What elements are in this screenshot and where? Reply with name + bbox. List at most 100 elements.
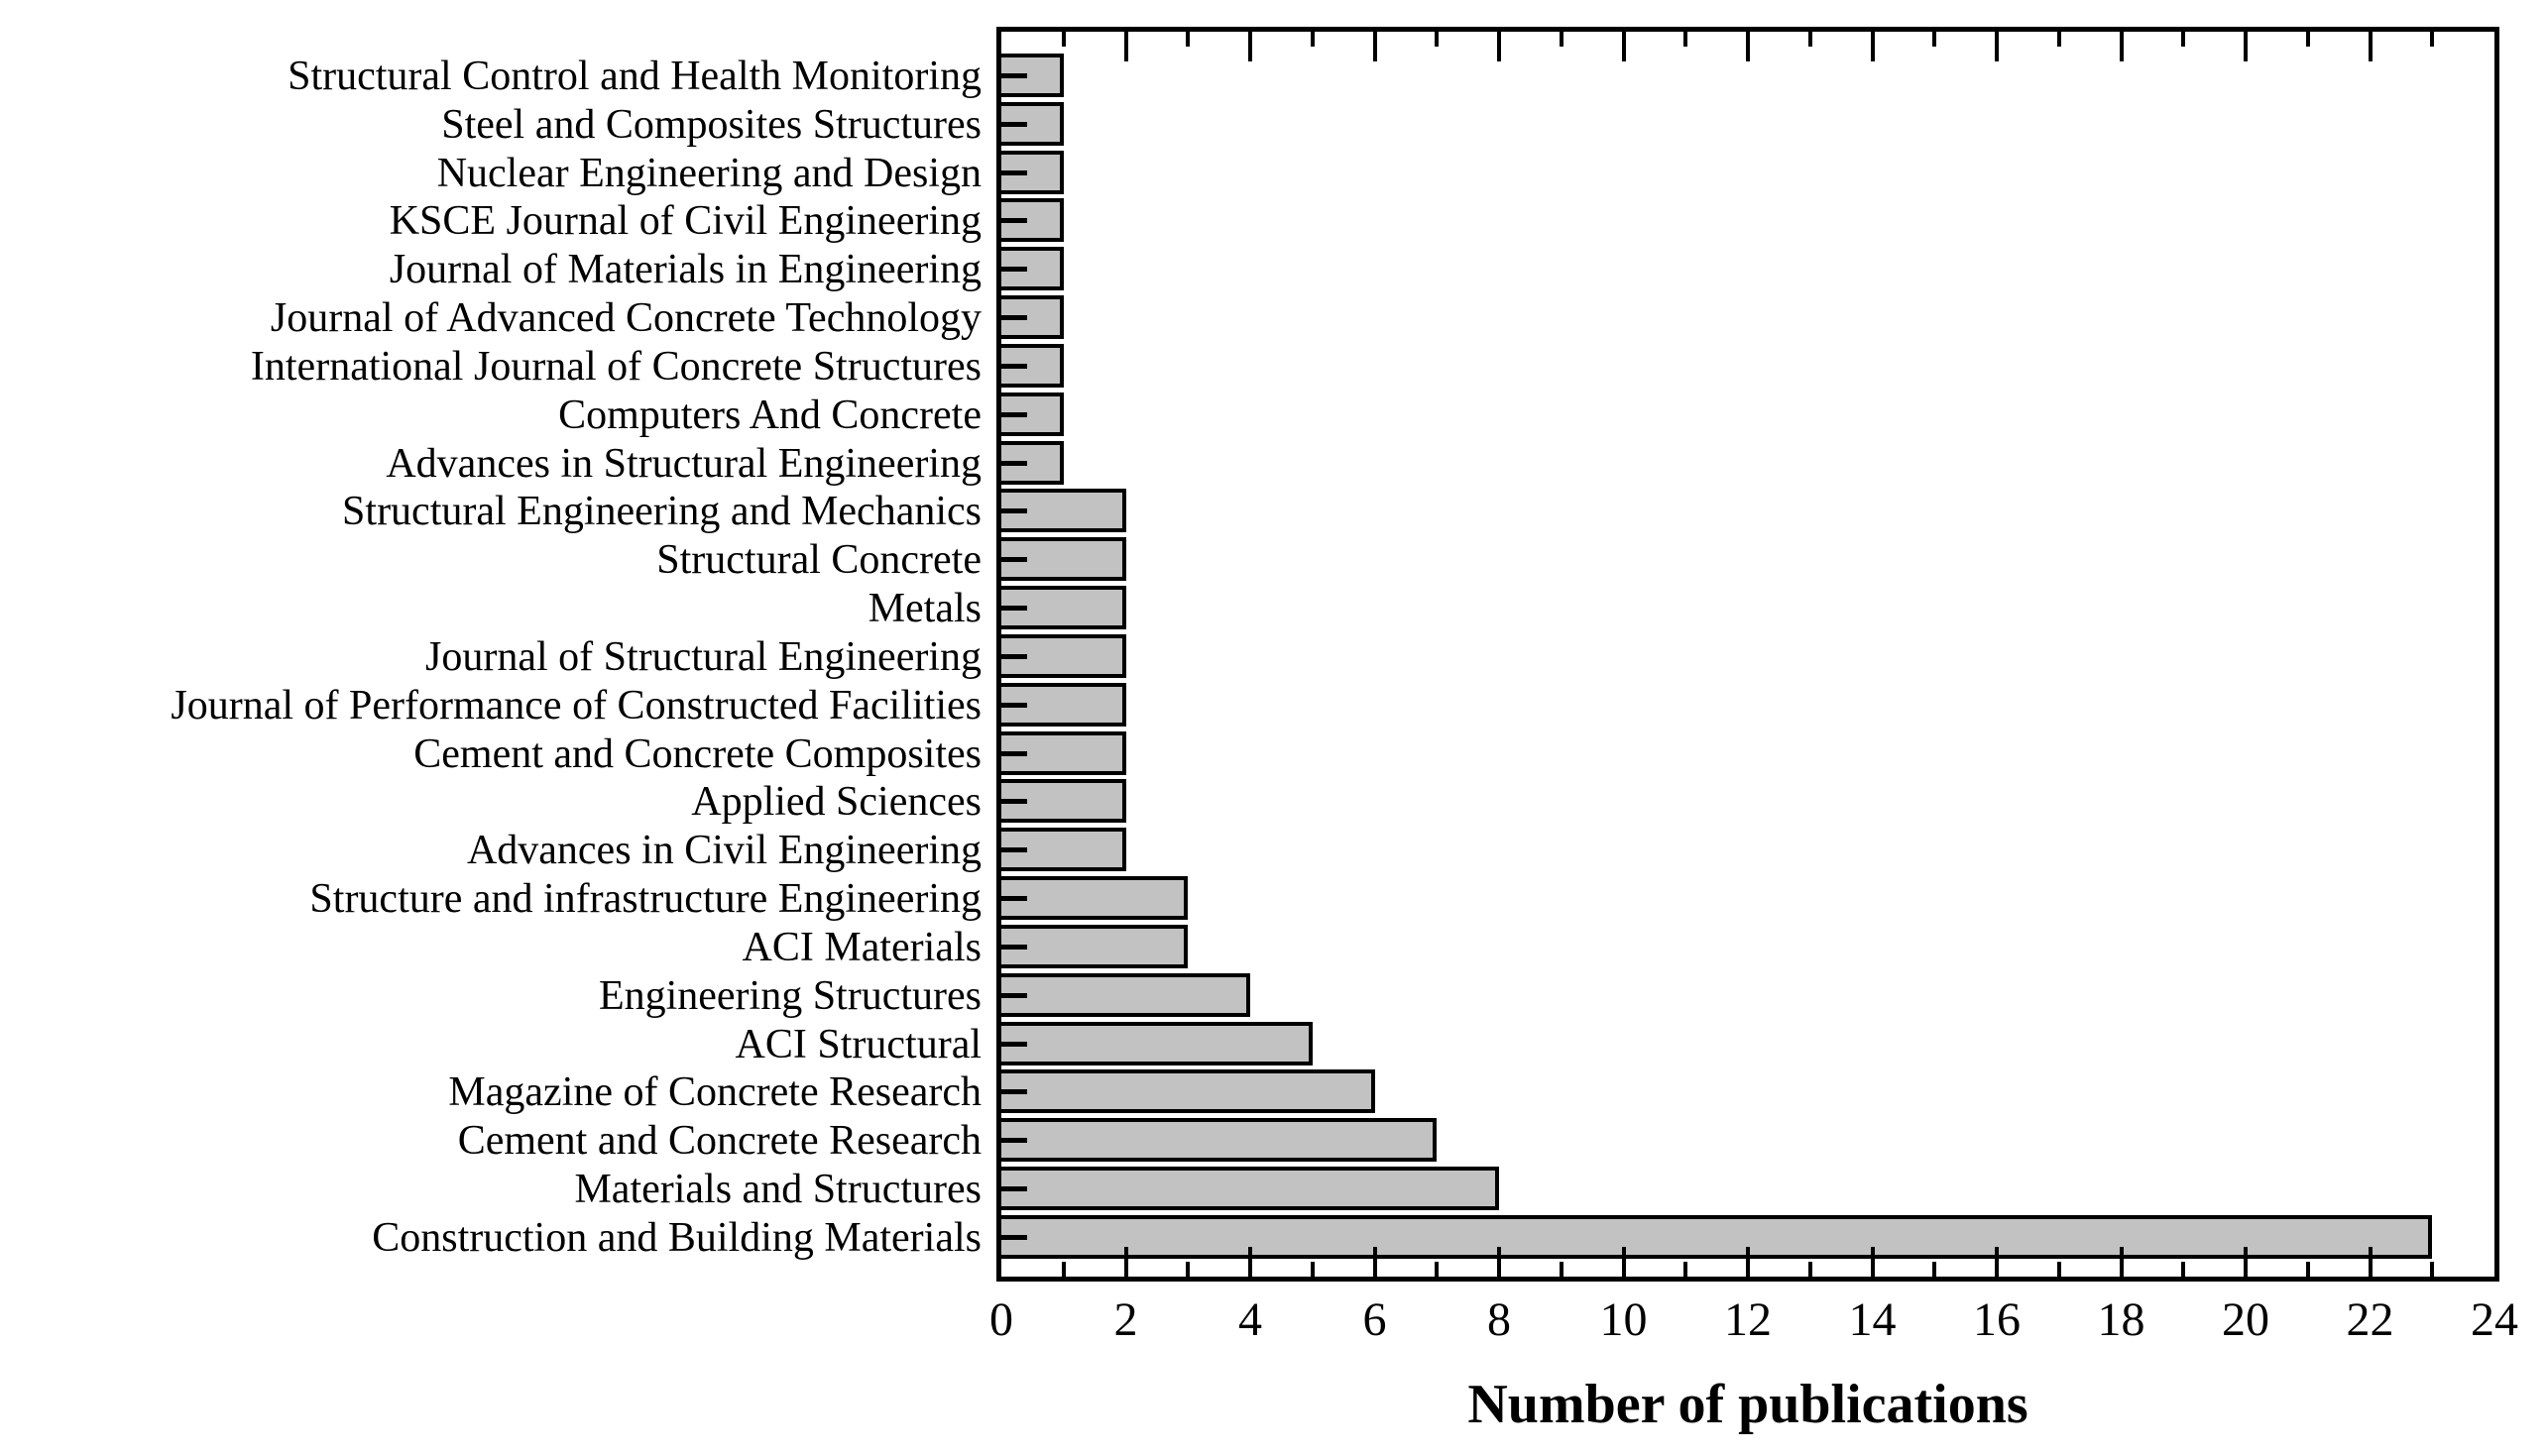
y-axis-tick <box>1001 411 1027 417</box>
y-axis-tick <box>1001 460 1027 466</box>
x-axis-tick-bottom <box>1870 1247 1875 1277</box>
y-axis-label: Magazine of Concrete Research <box>448 1069 982 1116</box>
x-tick-label: 24 <box>2471 1293 2518 1346</box>
y-axis-tick <box>1001 1186 1027 1192</box>
x-tick-label: 12 <box>1724 1293 1772 1346</box>
x-axis-tick-top <box>1061 32 1066 47</box>
x-axis-tick-top <box>2305 32 2310 47</box>
y-axis-tick <box>1001 944 1027 950</box>
bar-row <box>1001 1214 2494 1259</box>
y-axis-label: Journal of Advanced Concrete Technology <box>270 295 982 342</box>
bar-row <box>1001 876 2494 921</box>
x-tick-label: 20 <box>2222 1293 2269 1346</box>
y-axis-label: Structure and infrastructure Engineering <box>309 876 982 923</box>
y-axis-tick <box>1001 1234 1027 1240</box>
x-axis-tick-top <box>1746 32 1750 61</box>
x-axis-tick-top <box>1372 32 1377 61</box>
x-axis-tick-top <box>2181 32 2186 47</box>
y-axis-tick <box>1001 169 1027 175</box>
x-axis-tick-bottom <box>1559 1262 1563 1277</box>
x-axis-tick-top <box>1497 32 1501 61</box>
bar-row <box>1001 150 2494 194</box>
x-axis-tick-top <box>1932 32 1937 47</box>
x-axis-tick-bottom <box>1061 1262 1066 1277</box>
y-axis-tick <box>1001 896 1027 902</box>
bar-row <box>1001 779 2494 824</box>
y-axis-label: Nuclear Engineering and Design <box>436 150 982 196</box>
plot-area <box>996 27 2499 1282</box>
x-tick-label: 16 <box>1973 1293 2021 1346</box>
bar-row <box>1001 392 2494 436</box>
x-axis-tick-top <box>1248 32 1252 61</box>
y-axis-label: Journal of Structural Engineering <box>424 633 982 680</box>
bar <box>1001 972 1250 1017</box>
x-axis-tick-top <box>1310 32 1315 47</box>
y-axis-label: Metals <box>868 586 982 632</box>
bar-row <box>1001 633 2494 678</box>
x-axis-tick-bottom <box>1746 1247 1750 1277</box>
x-axis-tick-top <box>2119 32 2124 61</box>
y-axis-tick <box>1001 653 1027 659</box>
x-tick-label: 8 <box>1487 1293 1511 1346</box>
y-axis-label: Journal of Performance of Constructed Fa… <box>171 682 982 728</box>
bar <box>1001 1214 2433 1259</box>
y-axis-tick <box>1001 1041 1027 1047</box>
bar-row <box>1001 828 2494 872</box>
bar-row <box>1001 440 2494 485</box>
y-axis-tick <box>1001 73 1027 78</box>
y-axis-tick <box>1001 606 1027 612</box>
bar-row <box>1001 586 2494 630</box>
bar-row <box>1001 924 2494 968</box>
bar-row <box>1001 295 2494 340</box>
x-tick-label: 22 <box>2346 1293 2394 1346</box>
x-axis-tick-top <box>1683 32 1688 47</box>
y-axis-tick <box>1001 508 1027 514</box>
x-axis-tick-bottom <box>1995 1247 1999 1277</box>
x-tick-label: 18 <box>2097 1293 2145 1346</box>
y-axis-tick <box>1001 121 1027 127</box>
y-axis-label: Cement and Concrete Research <box>457 1118 982 1165</box>
bar-row <box>1001 1118 2494 1163</box>
y-axis-tick <box>1001 1138 1027 1144</box>
x-axis-tick-labels: 0 2 4 6 8 10 12 14 16 18 20 22 24 <box>989 1290 2518 1350</box>
x-axis-tick-bottom <box>1683 1262 1688 1277</box>
y-axis-label: Steel and Composites Structures <box>441 101 982 148</box>
y-axis-tick <box>1001 702 1027 708</box>
x-axis-tick-bottom <box>1807 1262 1812 1277</box>
x-axis-tick-top <box>2244 32 2248 61</box>
x-axis-tick-bottom <box>1248 1247 1252 1277</box>
y-axis-labels: Structural Control and Health Monitoring… <box>0 27 982 1282</box>
y-axis-tick <box>1001 1089 1027 1095</box>
x-tick-label: 4 <box>1238 1293 1262 1346</box>
x-axis-tick-top <box>1807 32 1812 47</box>
x-tick-label: 6 <box>1362 1293 1387 1346</box>
x-axis-tick-top <box>1186 32 1191 47</box>
bar <box>1001 1118 1438 1163</box>
x-tick-label: 0 <box>989 1293 1013 1346</box>
bar-row <box>1001 730 2494 775</box>
x-axis-tick-top <box>2368 32 2373 61</box>
y-axis-label: KSCE Journal of Civil Engineering <box>389 198 982 245</box>
x-axis-tick-top <box>1435 32 1440 47</box>
y-axis-tick <box>1001 557 1027 563</box>
y-axis-label: Advances in Structural Engineering <box>386 440 982 487</box>
bar-row <box>1001 489 2494 533</box>
y-axis-label: Structural Control and Health Monitoring <box>288 54 982 99</box>
y-axis-tick <box>1001 992 1027 998</box>
x-axis-title: Number of publications <box>1467 1374 2028 1435</box>
y-axis-label: Computers And Concrete <box>558 392 982 438</box>
x-tick-label: 14 <box>1848 1293 1897 1346</box>
y-axis-label: Advances in Civil Engineering <box>466 828 982 874</box>
bar-row <box>1001 537 2494 582</box>
x-axis-tick-bottom <box>1932 1262 1937 1277</box>
y-axis-tick <box>1001 267 1027 273</box>
y-axis-label: Construction and Building Materials <box>372 1214 982 1261</box>
bar-row <box>1001 1069 2494 1114</box>
bar-row <box>1001 247 2494 291</box>
x-tick-label: 2 <box>1113 1293 1138 1346</box>
bar <box>1001 924 1189 968</box>
x-axis-tick-bottom <box>1372 1247 1377 1277</box>
bar-row <box>1001 198 2494 243</box>
x-axis-tick-bottom <box>2305 1262 2310 1277</box>
